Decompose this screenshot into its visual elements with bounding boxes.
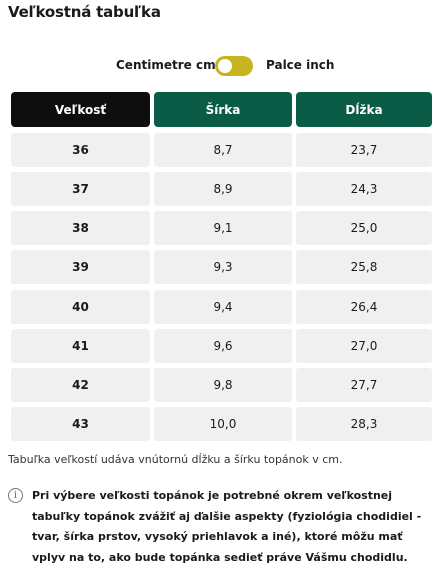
header-length: Dĺžka: [296, 92, 432, 127]
length-cell: 27,7: [296, 367, 432, 402]
size-cell: 42: [11, 367, 150, 402]
header-size: Veľkosť: [11, 92, 150, 127]
width-cell: 9,6: [154, 328, 292, 363]
width-cell: 8,9: [154, 172, 292, 207]
switch-knob: [218, 59, 232, 73]
page-title: Veľkostná tabuľka: [8, 3, 161, 21]
width-cell: 9,8: [154, 367, 292, 402]
width-cell: 9,3: [154, 250, 292, 285]
unit-toggle: Centimetre cm Palce inch: [0, 56, 438, 76]
size-cell: 37: [11, 172, 150, 207]
info-icon: i: [8, 488, 23, 503]
size-cell: 36: [11, 133, 150, 167]
unit-switch[interactable]: [215, 56, 253, 76]
length-cell: 28,3: [296, 407, 432, 442]
unit-label-inch[interactable]: Palce inch: [266, 58, 335, 72]
width-cell: 10,0: [154, 407, 292, 442]
size-cell: 43: [11, 407, 150, 442]
length-cell: 26,4: [296, 289, 432, 324]
table-note: Tabuľka veľkostí udáva vnútornú dĺžku a …: [8, 453, 343, 466]
length-cell: 25,0: [296, 211, 432, 246]
unit-label-cm[interactable]: Centimetre cm: [116, 58, 216, 72]
length-cell: 24,3: [296, 172, 432, 207]
length-cell: 23,7: [296, 133, 432, 167]
size-cell: 38: [11, 211, 150, 246]
width-cell: 8,7: [154, 133, 292, 167]
size-cell: 40: [11, 289, 150, 324]
width-cell: 9,1: [154, 211, 292, 246]
header-width: Šírka: [154, 92, 292, 127]
length-cell: 25,8: [296, 250, 432, 285]
size-cell: 39: [11, 250, 150, 285]
info-text: Pri výbere veľkosti topánok je potrebné …: [32, 489, 422, 564]
width-cell: 9,4: [154, 289, 292, 324]
size-cell: 41: [11, 328, 150, 363]
length-cell: 27,0: [296, 328, 432, 363]
